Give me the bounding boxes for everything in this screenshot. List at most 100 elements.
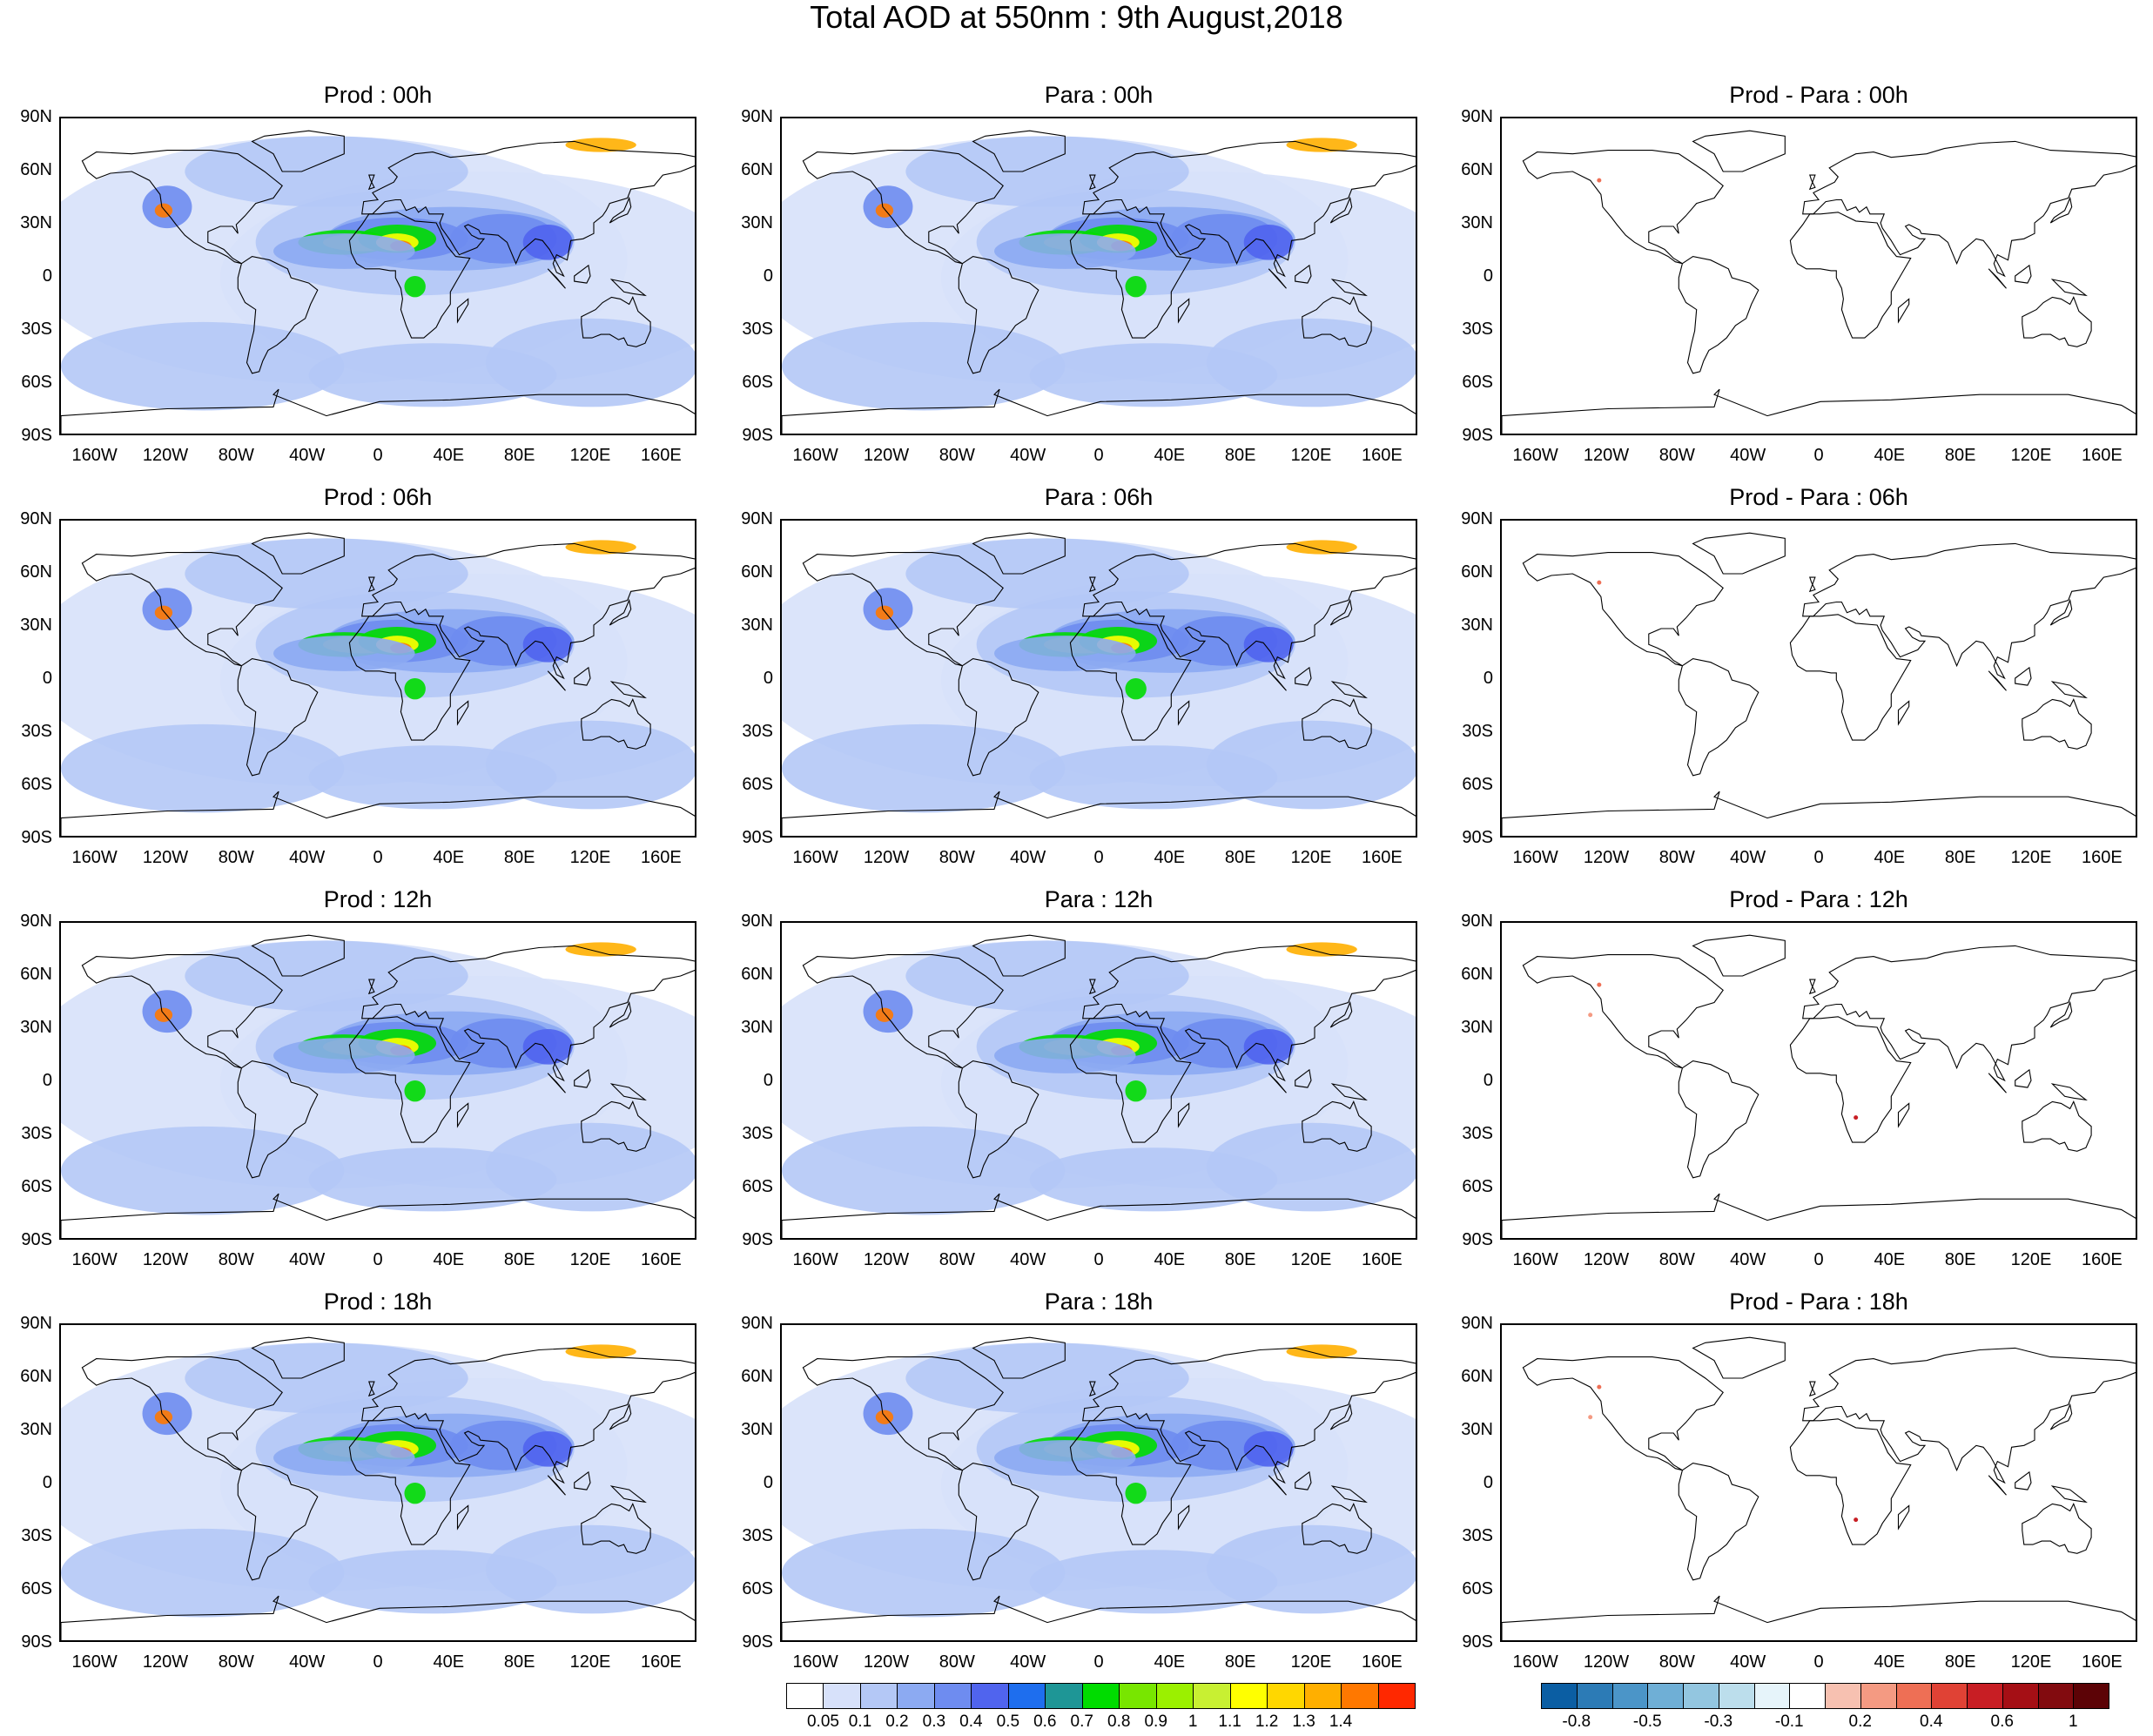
coastline bbox=[547, 670, 566, 691]
longitude-tick-label: 80E bbox=[1944, 848, 1976, 867]
diff-colorbar-swatch bbox=[1931, 1683, 1968, 1709]
longitude-tick-label: 40E bbox=[1874, 1250, 1906, 1269]
coastline bbox=[1502, 1193, 2136, 1238]
aod-contour bbox=[1125, 1482, 1147, 1504]
panel-title: Para : 18h bbox=[1044, 1289, 1154, 1315]
aod-contour bbox=[905, 136, 1189, 207]
latitude-tick-label: 60N bbox=[1461, 1367, 1493, 1386]
latitude-tick-label: 90S bbox=[742, 426, 773, 445]
latitude-tick-label: 60N bbox=[20, 965, 52, 984]
latitude-tick-label: 60S bbox=[1462, 775, 1493, 794]
coastline bbox=[237, 256, 319, 374]
longitude-tick-label: 80W bbox=[218, 1652, 254, 1672]
coastline bbox=[2022, 1503, 2092, 1554]
difference-spot bbox=[1597, 1384, 1602, 1389]
coastline bbox=[1082, 140, 1416, 278]
longitude-tick-label: 40W bbox=[1730, 1250, 1766, 1269]
coastline bbox=[1088, 1381, 1096, 1397]
longitude-tick-label: 120E bbox=[1290, 1652, 1332, 1672]
coastline bbox=[1268, 1073, 1287, 1093]
coastline bbox=[581, 698, 651, 750]
longitude-tick-label: 80E bbox=[503, 1250, 535, 1269]
latitude-tick-label: 60N bbox=[741, 562, 773, 582]
coastline bbox=[1678, 256, 1759, 374]
coastline bbox=[574, 264, 591, 284]
longitude-tick-label: 40E bbox=[1154, 1652, 1186, 1672]
coastline bbox=[782, 388, 1416, 434]
coastline bbox=[1082, 542, 1416, 680]
coastline bbox=[1329, 1000, 1353, 1028]
aod-colorbar-label: 1.2 bbox=[1255, 1712, 1279, 1731]
longitude-tick-label: 120W bbox=[142, 446, 189, 465]
longitude-tick-label: 0 bbox=[1813, 1250, 1824, 1269]
latitude-tick-label: 0 bbox=[763, 1071, 773, 1090]
aod-colorbar-label: 0.8 bbox=[1107, 1712, 1131, 1731]
coastline bbox=[1789, 1418, 1912, 1545]
coastline bbox=[609, 1000, 632, 1028]
coastline bbox=[361, 1347, 695, 1484]
longitude-tick-label: 40W bbox=[1010, 1652, 1046, 1672]
coastline bbox=[1988, 1475, 2007, 1496]
coastline bbox=[972, 934, 1066, 977]
latitude-tick-label: 90S bbox=[742, 828, 773, 847]
coastline bbox=[1088, 979, 1096, 995]
longitude-tick-label: 120E bbox=[569, 446, 611, 465]
coastline bbox=[1678, 1060, 1759, 1179]
coastline bbox=[2022, 698, 2092, 750]
difference-field bbox=[1502, 532, 2136, 836]
latitude-tick-label: 0 bbox=[1483, 1071, 1493, 1090]
aod-contour bbox=[1243, 225, 1294, 260]
coastline bbox=[547, 268, 566, 289]
aod-contour bbox=[1286, 138, 1357, 152]
coastline bbox=[581, 1503, 651, 1554]
latitude-tick-label: 60N bbox=[20, 562, 52, 582]
coastline bbox=[1988, 670, 2007, 691]
diff-colorbar-swatch bbox=[1825, 1683, 1861, 1709]
coastline bbox=[367, 1381, 375, 1397]
latitude-tick-label: 30S bbox=[1462, 1526, 1493, 1545]
aod-contour bbox=[875, 203, 894, 218]
coastline bbox=[1177, 1102, 1190, 1128]
longitude-tick-label: 0 bbox=[1813, 446, 1824, 465]
diff-colorbar-swatch bbox=[1576, 1683, 1613, 1709]
coastline bbox=[2049, 196, 2073, 224]
latitude-tick-label: 60S bbox=[742, 1579, 773, 1598]
longitude-tick-label: 160E bbox=[2081, 446, 2123, 465]
coastline bbox=[1692, 1336, 1786, 1379]
aod-colorbar-label: 1 bbox=[1188, 1712, 1198, 1731]
longitude-tick-label: 40E bbox=[433, 1652, 465, 1672]
longitude-tick-label: 120E bbox=[569, 1250, 611, 1269]
coastline bbox=[237, 658, 319, 777]
aod-contour bbox=[185, 940, 468, 1012]
coastline bbox=[1295, 1470, 1312, 1490]
aod-contour bbox=[404, 1080, 426, 1102]
aod-colorbar-swatch bbox=[1193, 1683, 1231, 1709]
longitude-tick-label: 0 bbox=[373, 848, 383, 867]
coastline bbox=[1808, 1381, 1816, 1397]
diff-colorbar-swatch bbox=[1895, 1683, 1933, 1709]
longitude-tick-label: 160E bbox=[640, 1250, 682, 1269]
coastline bbox=[1802, 140, 2136, 278]
latitude-tick-label: 30S bbox=[1462, 320, 1493, 339]
aod-contour bbox=[565, 138, 636, 152]
longitude-tick-label: 80W bbox=[1658, 446, 1695, 465]
panel-title: Prod : 12h bbox=[323, 886, 433, 912]
aod-field bbox=[61, 532, 695, 836]
aod-contour bbox=[404, 677, 426, 700]
coastline bbox=[237, 1463, 319, 1581]
longitude-tick-label: 120E bbox=[1290, 848, 1332, 867]
coastline bbox=[2022, 296, 2092, 347]
latitude-tick-label: 30N bbox=[20, 1420, 52, 1439]
aod-contour bbox=[404, 1482, 426, 1504]
coastline bbox=[1897, 298, 1910, 324]
latitude-tick-label: 60N bbox=[741, 160, 773, 179]
latitude-tick-label: 30N bbox=[20, 213, 52, 232]
coastline bbox=[1302, 296, 1372, 347]
aod-contour bbox=[1207, 1122, 1416, 1212]
longitude-tick-label: 40W bbox=[1010, 848, 1046, 867]
coastline bbox=[2050, 1083, 2088, 1101]
latitude-tick-label: 30N bbox=[741, 1018, 773, 1037]
difference-field bbox=[1502, 130, 2136, 434]
aod-contour bbox=[185, 136, 468, 207]
difference-spot bbox=[1854, 1517, 1859, 1523]
